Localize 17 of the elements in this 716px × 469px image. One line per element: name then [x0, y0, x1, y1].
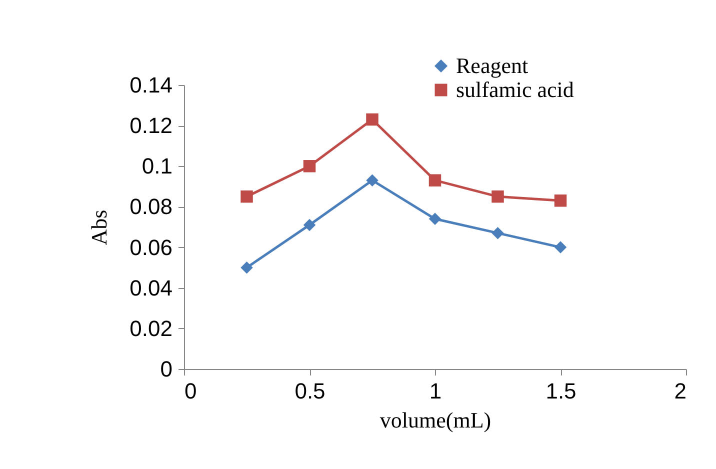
- y-tick-label: 0.04: [130, 275, 172, 300]
- y-tick-label: 0.02: [130, 316, 172, 341]
- y-tick-label: 0: [160, 356, 172, 382]
- y-tick-label: 0.06: [130, 234, 172, 260]
- legend-label: sulfamic acid: [456, 77, 574, 102]
- y-tick-label: 0.08: [130, 194, 172, 220]
- x-axis-title: volume(mL): [380, 408, 492, 432]
- y-tick-label: 0.1: [142, 154, 172, 179]
- legend-label: Reagent: [456, 53, 528, 78]
- x-tick-label: 2: [674, 378, 686, 404]
- y-tick-label: 0.14: [130, 72, 172, 98]
- y-axis-title: Abs: [86, 210, 112, 246]
- x-tick-label: 1.5: [546, 378, 576, 404]
- x-tick-label: 0: [184, 378, 197, 404]
- x-tick-label: 0.5: [294, 378, 326, 404]
- x-tick-label: 1: [429, 378, 442, 404]
- y-tick-label: 0.12: [130, 113, 172, 138]
